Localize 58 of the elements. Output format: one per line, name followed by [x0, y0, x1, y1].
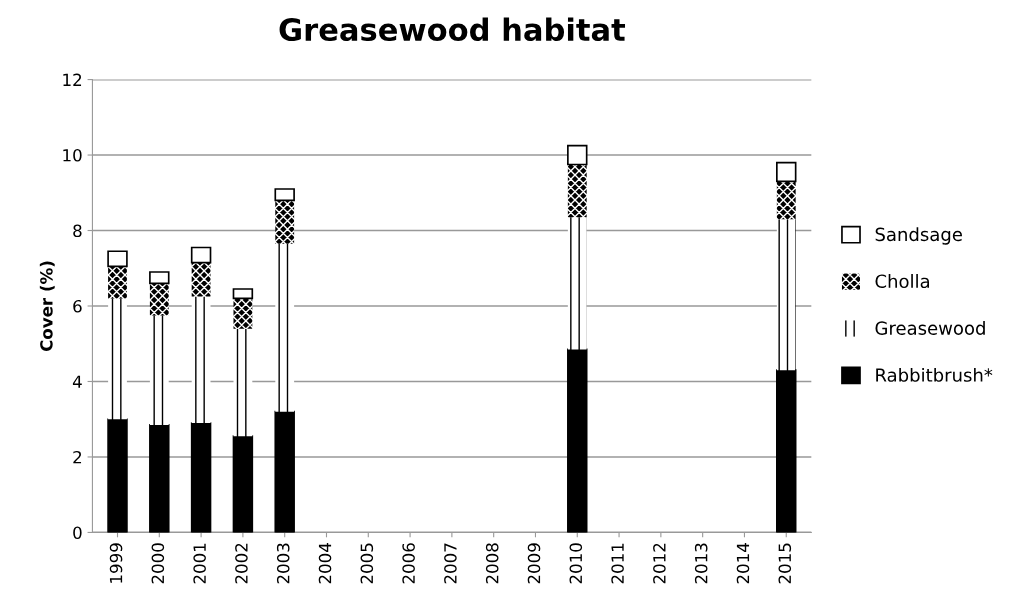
x-tick-label: 1999 — [109, 543, 123, 583]
bar — [149, 271, 170, 285]
x-tick-label: 2007 — [444, 543, 457, 584]
bar — [149, 424, 170, 533]
bar — [776, 369, 797, 533]
legend-label: Cholla — [875, 274, 930, 289]
bar — [233, 328, 253, 437]
bar — [567, 217, 587, 350]
x-tick-label: 2015 — [778, 543, 792, 584]
x-tick-label: 2001 — [193, 543, 206, 584]
x-tick-label: 2002 — [235, 543, 248, 584]
bar — [567, 348, 588, 533]
y-tick-label: 10 — [63, 149, 82, 162]
x-tick-label: 2005 — [360, 543, 374, 584]
x-tick-label: 2006 — [402, 543, 415, 584]
bar — [776, 181, 796, 220]
bar — [190, 246, 212, 264]
x-tick-label: 2003 — [276, 543, 290, 584]
bar — [108, 266, 127, 299]
bar — [107, 250, 128, 268]
bar — [232, 288, 254, 300]
legend-label: Rabbitbrush* — [876, 367, 993, 382]
chart-title: Greasewood habitat — [279, 17, 626, 42]
y-axis-title: Cover (%) — [39, 261, 55, 352]
bar — [275, 200, 295, 244]
x-tick-label: 2008 — [485, 543, 499, 584]
bar — [776, 219, 796, 371]
y-tick-label: 6 — [73, 299, 82, 313]
bar — [274, 188, 295, 202]
y-tick-label: 12 — [63, 73, 82, 86]
legend-label: Sandsage — [875, 227, 962, 245]
x-tick-label: 2000 — [151, 543, 165, 584]
bar — [108, 298, 127, 420]
x-tick-label: 2014 — [736, 543, 750, 584]
bar — [191, 262, 211, 297]
x-tick-label: 2004 — [318, 543, 332, 584]
bar — [275, 243, 295, 412]
bar — [233, 298, 253, 329]
x-tick-label: 2012 — [653, 543, 666, 584]
bar — [567, 144, 588, 166]
bar — [191, 296, 211, 423]
bar — [149, 315, 169, 425]
x-tick-label: 2011 — [611, 543, 624, 584]
x-tick-label: 2010 — [569, 543, 583, 584]
bar — [149, 283, 169, 316]
y-tick-label: 8 — [73, 224, 82, 238]
y-tick-label: 4 — [72, 375, 82, 388]
bar — [567, 164, 587, 218]
y-tick-label: 0 — [73, 526, 82, 540]
bar — [190, 422, 212, 533]
bar — [107, 418, 128, 533]
bar — [232, 435, 254, 533]
legend-label: Greasewood — [875, 320, 985, 335]
bar — [776, 161, 797, 183]
x-tick-label: 2013 — [694, 543, 708, 584]
y-tick-label: 2 — [73, 450, 82, 464]
x-tick-label: 2009 — [527, 543, 541, 584]
bar — [274, 410, 295, 533]
